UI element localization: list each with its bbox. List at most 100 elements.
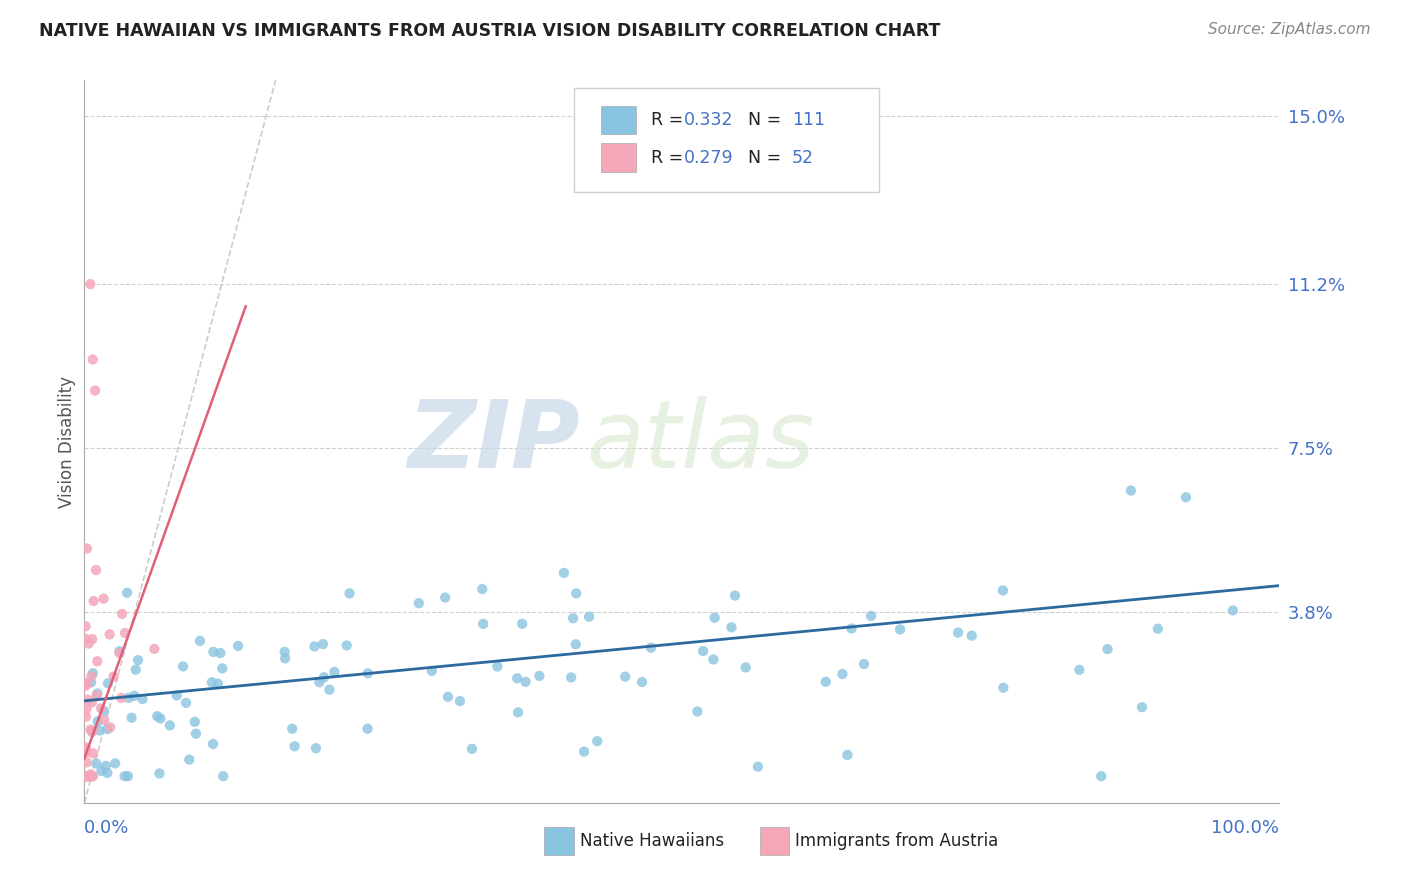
Point bbox=[77, 769, 100, 783]
Point bbox=[565, 586, 588, 600]
Point bbox=[1097, 642, 1119, 657]
Point bbox=[993, 681, 1015, 695]
Point bbox=[82, 632, 104, 646]
Text: Immigrants from Austria: Immigrants from Austria bbox=[796, 832, 998, 850]
Point bbox=[184, 714, 207, 729]
Point bbox=[720, 620, 742, 634]
Point bbox=[80, 669, 103, 683]
Text: 0.0%: 0.0% bbox=[84, 819, 129, 837]
Point bbox=[76, 756, 98, 770]
Point bbox=[211, 661, 233, 675]
Point bbox=[90, 764, 112, 778]
Point bbox=[96, 722, 118, 736]
Point bbox=[82, 723, 104, 738]
Point bbox=[115, 586, 138, 600]
Point bbox=[357, 666, 380, 681]
Point bbox=[75, 619, 97, 633]
Point bbox=[449, 694, 471, 708]
Point bbox=[75, 709, 97, 723]
Point bbox=[82, 747, 104, 761]
Point bbox=[75, 745, 97, 759]
Text: N =: N = bbox=[737, 149, 786, 167]
Point bbox=[1069, 663, 1091, 677]
Point bbox=[76, 769, 98, 783]
Point bbox=[117, 690, 139, 705]
Point bbox=[75, 676, 97, 690]
Bar bbox=[600, 143, 637, 172]
Text: 0.279: 0.279 bbox=[685, 149, 734, 167]
Point bbox=[86, 714, 108, 729]
Point bbox=[86, 686, 108, 700]
Point bbox=[312, 637, 335, 651]
Point bbox=[84, 563, 107, 577]
Point bbox=[80, 724, 103, 739]
Point bbox=[84, 384, 107, 398]
Text: Native Hawaiians: Native Hawaiians bbox=[581, 832, 724, 850]
Point bbox=[273, 645, 295, 659]
Point bbox=[94, 759, 117, 773]
Point bbox=[747, 760, 769, 774]
Point bbox=[510, 616, 533, 631]
Point bbox=[586, 734, 609, 748]
Point bbox=[110, 690, 132, 705]
Point bbox=[207, 677, 229, 691]
Point bbox=[80, 695, 103, 709]
Point bbox=[76, 541, 98, 556]
Point bbox=[79, 723, 101, 737]
Point bbox=[461, 741, 484, 756]
Point bbox=[93, 713, 115, 727]
Point bbox=[82, 352, 104, 367]
Point bbox=[1090, 769, 1112, 783]
Text: N =: N = bbox=[737, 111, 786, 129]
Point bbox=[837, 747, 859, 762]
Point bbox=[76, 702, 98, 716]
Point bbox=[108, 644, 131, 658]
Text: Source: ZipAtlas.com: Source: ZipAtlas.com bbox=[1208, 22, 1371, 37]
Point bbox=[184, 727, 207, 741]
Point bbox=[281, 722, 304, 736]
Point bbox=[572, 745, 595, 759]
Point bbox=[75, 742, 97, 756]
Point bbox=[312, 670, 335, 684]
Text: ZIP: ZIP bbox=[408, 395, 581, 488]
Text: R =: R = bbox=[651, 149, 689, 167]
Point bbox=[166, 689, 188, 703]
Point bbox=[506, 671, 529, 685]
Point bbox=[562, 611, 585, 625]
Point bbox=[471, 582, 494, 596]
Point bbox=[111, 607, 134, 621]
Text: NATIVE HAWAIIAN VS IMMIGRANTS FROM AUSTRIA VISION DISABILITY CORRELATION CHART: NATIVE HAWAIIAN VS IMMIGRANTS FROM AUSTR… bbox=[39, 22, 941, 40]
Point bbox=[201, 675, 224, 690]
Y-axis label: Vision Disability: Vision Disability bbox=[58, 376, 76, 508]
Point bbox=[75, 769, 97, 783]
Point bbox=[149, 712, 172, 726]
Point bbox=[86, 689, 108, 703]
Point bbox=[1119, 483, 1142, 498]
Point bbox=[82, 769, 104, 783]
Point bbox=[553, 566, 575, 580]
Bar bbox=[544, 828, 575, 855]
Text: atlas: atlas bbox=[586, 396, 814, 487]
Point bbox=[93, 704, 115, 718]
Point bbox=[274, 651, 297, 665]
Point bbox=[336, 639, 359, 653]
Point bbox=[79, 277, 101, 292]
Bar bbox=[759, 828, 790, 855]
Point bbox=[323, 665, 346, 679]
Point bbox=[108, 646, 131, 660]
Point bbox=[114, 769, 136, 783]
Point bbox=[80, 769, 103, 783]
Text: 111: 111 bbox=[792, 111, 825, 129]
Point bbox=[1174, 490, 1197, 504]
Point bbox=[860, 609, 883, 624]
Point bbox=[420, 664, 443, 678]
Point bbox=[117, 769, 139, 783]
Point bbox=[339, 586, 361, 600]
Point bbox=[1222, 603, 1244, 617]
Point bbox=[686, 705, 709, 719]
Point bbox=[814, 674, 837, 689]
Point bbox=[437, 690, 460, 704]
Point bbox=[82, 666, 104, 681]
Point bbox=[146, 709, 169, 723]
Point bbox=[284, 739, 307, 754]
